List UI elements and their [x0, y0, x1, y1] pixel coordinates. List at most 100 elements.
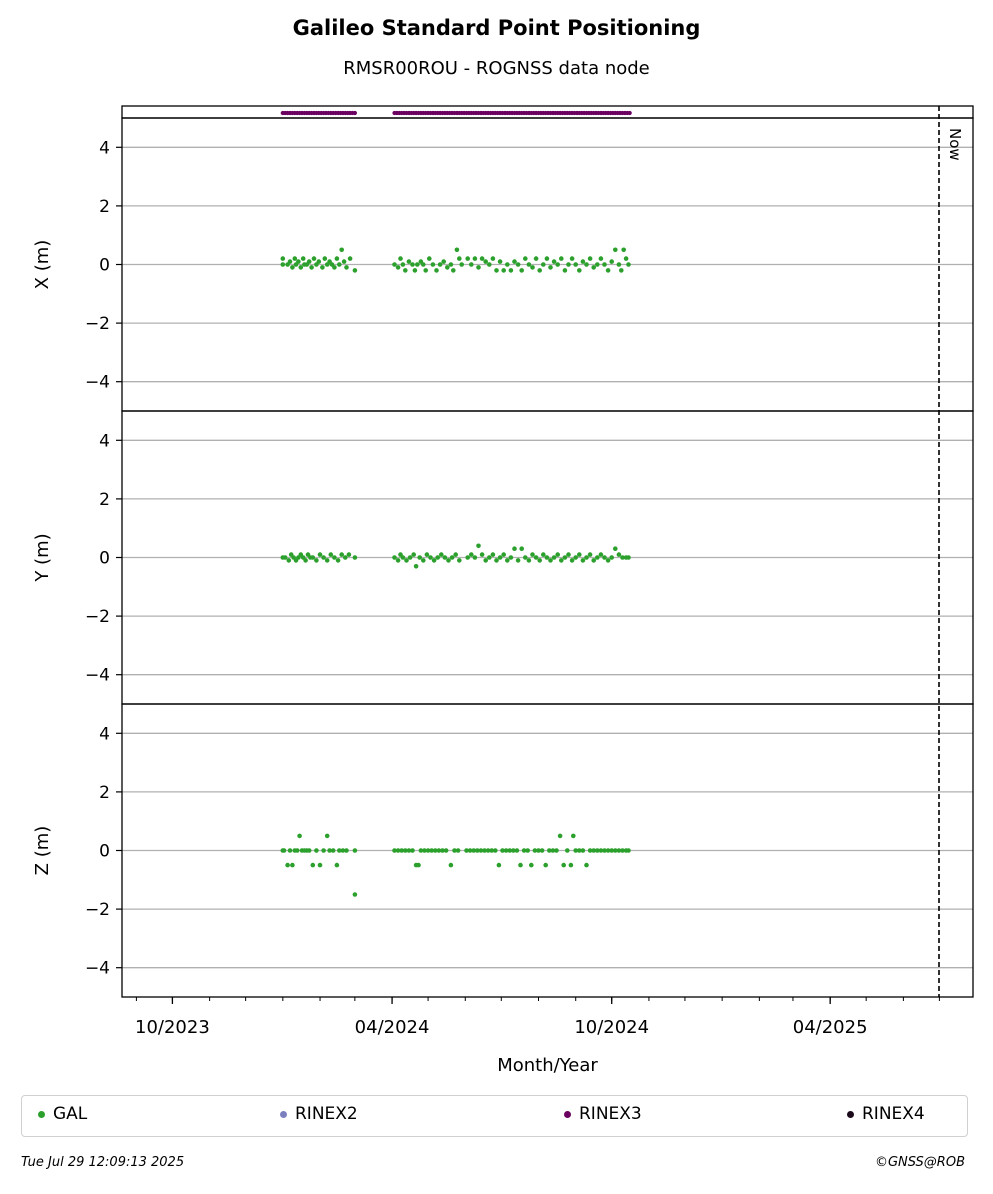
- data-point: [605, 848, 611, 853]
- y-tick-label: 4: [99, 431, 110, 451]
- data-point: [280, 256, 286, 261]
- data-point: [334, 256, 340, 261]
- data-point: [413, 564, 419, 569]
- x-tick-label: 04/2025: [793, 1017, 868, 1038]
- data-point: [487, 555, 492, 560]
- data-point: [533, 555, 539, 560]
- data-point: [602, 848, 607, 853]
- data-point: [554, 848, 559, 853]
- data-point: [511, 848, 516, 853]
- data-point: [423, 268, 429, 273]
- data-point: [621, 247, 626, 253]
- legend-label: GAL: [53, 1104, 88, 1124]
- data-point: [595, 848, 600, 853]
- data-point: [526, 558, 532, 563]
- data-point: [565, 848, 570, 853]
- data-point: [399, 848, 405, 853]
- data-point: [434, 268, 439, 273]
- data-point: [306, 259, 312, 264]
- data-point: [286, 558, 292, 563]
- y-tick-label: 2: [99, 783, 110, 803]
- data-point: [421, 558, 426, 563]
- data-point: [311, 256, 317, 261]
- data-point: [577, 268, 582, 273]
- data-point: [314, 848, 319, 853]
- data-point: [505, 558, 510, 563]
- data-point: [416, 862, 421, 868]
- data-point: [317, 552, 323, 557]
- data-point: [296, 259, 301, 264]
- y-tick-label: −2: [85, 314, 110, 334]
- data-point: [557, 833, 563, 839]
- data-point: [332, 555, 337, 560]
- data-point: [501, 552, 507, 557]
- y-tick-label: −4: [85, 666, 110, 686]
- data-point: [403, 268, 408, 273]
- data-point: [525, 848, 530, 853]
- data-point: [562, 268, 568, 273]
- data-point: [451, 268, 456, 273]
- data-point: [508, 555, 514, 560]
- data-point: [569, 558, 575, 563]
- data-point: [469, 262, 474, 267]
- y-axis-label: X (m): [32, 240, 53, 290]
- data-point: [514, 848, 520, 853]
- copyright-notice: ©GNSS@ROB: [874, 1155, 965, 1170]
- data-point: [316, 259, 322, 264]
- data-point: [352, 892, 358, 897]
- data-point: [626, 262, 631, 267]
- data-point: [469, 552, 474, 557]
- data-point: [320, 265, 325, 270]
- data-point: [337, 848, 342, 853]
- data-point: [452, 848, 457, 853]
- data-point: [550, 848, 556, 853]
- data-point: [415, 262, 420, 267]
- data-point: [306, 848, 312, 853]
- data-point: [317, 862, 323, 868]
- data-point: [526, 262, 532, 267]
- data-point: [577, 552, 582, 557]
- data-point: [330, 848, 336, 853]
- data-point: [457, 256, 462, 261]
- data-point: [613, 546, 618, 551]
- data-point: [551, 259, 557, 264]
- data-point: [440, 848, 445, 853]
- data-point: [602, 262, 607, 267]
- data-point: [352, 555, 358, 560]
- data-point: [321, 555, 326, 560]
- data-point: [503, 848, 509, 853]
- data-point: [398, 256, 403, 261]
- data-point: [472, 555, 478, 560]
- data-point: [500, 848, 505, 853]
- data-point: [430, 262, 436, 267]
- data-point: [548, 558, 553, 563]
- data-point: [465, 555, 471, 560]
- data-point: [543, 862, 548, 868]
- data-point: [339, 247, 345, 253]
- y-tick-label: 4: [99, 138, 110, 158]
- data-point: [489, 848, 495, 853]
- data-point: [410, 848, 415, 853]
- data-point: [294, 848, 300, 853]
- data-point: [457, 558, 462, 563]
- data-point: [298, 265, 304, 270]
- data-point: [327, 848, 332, 853]
- data-point: [479, 552, 485, 557]
- data-point: [523, 256, 528, 261]
- data-point: [300, 256, 306, 261]
- data-point: [591, 848, 596, 853]
- data-point: [281, 848, 287, 853]
- data-point: [352, 848, 358, 853]
- rinex3-availability-point: [627, 110, 632, 116]
- data-point: [339, 552, 345, 557]
- data-point: [532, 848, 538, 853]
- data-point: [280, 262, 286, 267]
- data-point: [464, 848, 469, 853]
- data-point: [324, 833, 330, 839]
- data-point: [521, 848, 527, 853]
- data-point: [501, 268, 507, 273]
- data-point: [529, 862, 534, 868]
- data-point: [340, 848, 346, 853]
- data-point: [591, 558, 596, 563]
- data-point: [449, 555, 455, 560]
